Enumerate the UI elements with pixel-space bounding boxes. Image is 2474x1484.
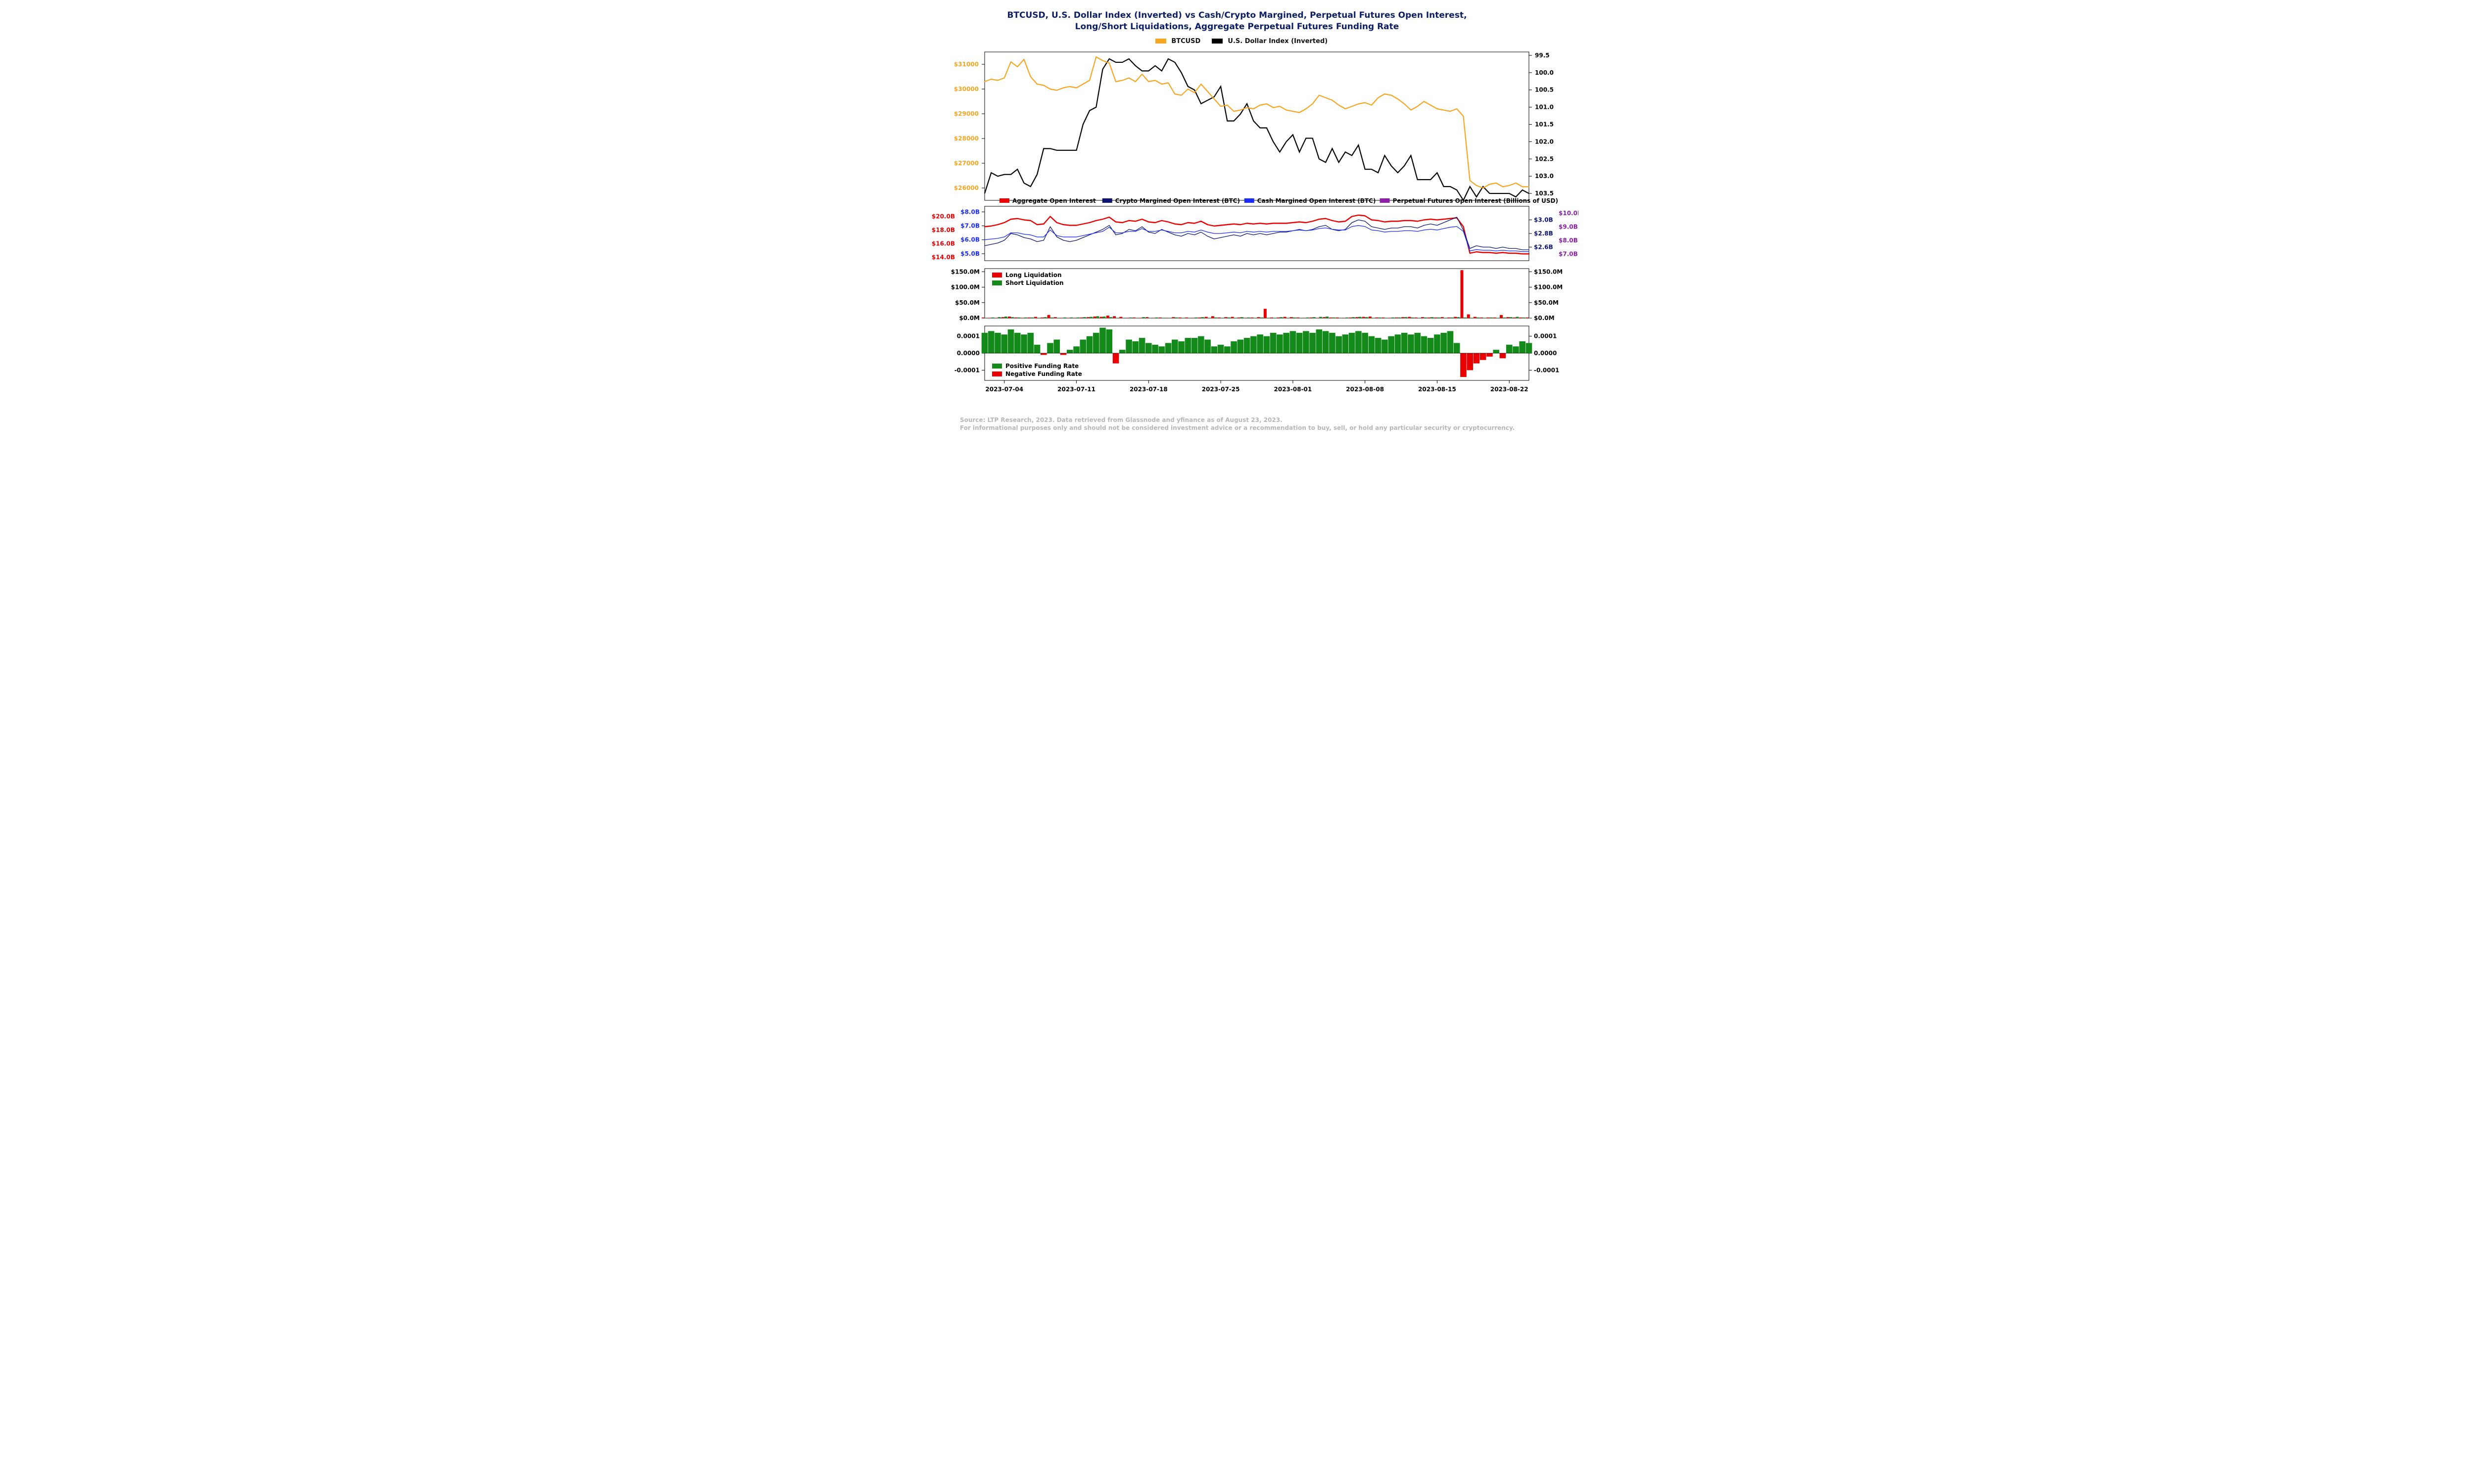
svg-text:101.0: 101.0	[1535, 104, 1554, 111]
svg-text:-0.0001: -0.0001	[954, 367, 980, 373]
svg-text:$9.0B: $9.0B	[1559, 223, 1578, 230]
svg-text:$31000: $31000	[954, 61, 979, 68]
svg-text:$18.0B: $18.0B	[932, 227, 955, 233]
svg-text:-0.0001: -0.0001	[1534, 367, 1559, 373]
svg-text:101.5: 101.5	[1535, 121, 1554, 128]
svg-text:Perpetual Futures Open Interes: Perpetual Futures Open Interest (Billion…	[1393, 197, 1558, 204]
svg-text:Cash Margined Open Interest (B: Cash Margined Open Interest (BTC)	[1257, 197, 1376, 204]
svg-text:$2.8B: $2.8B	[1534, 230, 1553, 237]
svg-text:102.5: 102.5	[1535, 155, 1554, 162]
svg-text:$5.0B: $5.0B	[960, 250, 980, 257]
svg-text:$150.0M: $150.0M	[1534, 268, 1563, 275]
svg-text:2023-07-18: 2023-07-18	[1130, 386, 1168, 393]
svg-text:102.0: 102.0	[1535, 138, 1554, 145]
svg-text:100.0: 100.0	[1535, 69, 1554, 76]
figure-svg: $26000 $27000 $28000 $29000 $30000 $31000 99.5…	[896, 47, 1578, 413]
svg-text:$26000: $26000	[954, 185, 979, 191]
svg-text:Long Liquidation: Long Liquidation	[1005, 272, 1062, 278]
svg-text:Crypto Margined Open Interest: Crypto Margined Open Interest (BTC)	[1115, 197, 1240, 204]
svg-text:$0.0M: $0.0M	[1534, 315, 1555, 322]
legend-label-btcusd: BTCUSD	[1171, 38, 1200, 45]
svg-text:103.5: 103.5	[1535, 190, 1554, 197]
legend-label-dxy: U.S. Dollar Index (Inverted)	[1228, 38, 1328, 45]
svg-text:2023-07-25: 2023-07-25	[1202, 386, 1240, 393]
chart-container: BTCUSD, U.S. Dollar Index (Inverted) vs …	[896, 10, 1578, 432]
svg-text:103.0: 103.0	[1535, 173, 1554, 180]
svg-text:$8.0B: $8.0B	[960, 208, 980, 215]
svg-text:$100.0M: $100.0M	[1534, 283, 1563, 290]
svg-text:$6.0B: $6.0B	[960, 236, 980, 243]
svg-text:0.0001: 0.0001	[1534, 333, 1557, 340]
svg-text:Aggregate Open Interest: Aggregate Open Interest	[1012, 197, 1096, 204]
svg-text:$100.0M: $100.0M	[951, 283, 980, 290]
svg-text:2023-08-15: 2023-08-15	[1418, 386, 1456, 393]
svg-text:$16.0B: $16.0B	[932, 240, 955, 247]
footer-line-2: For informational purposes only and shou…	[960, 424, 1515, 431]
svg-text:$3.0B: $3.0B	[1534, 216, 1553, 223]
svg-text:$30000: $30000	[954, 86, 979, 93]
svg-text:$50.0M: $50.0M	[1534, 299, 1559, 306]
svg-text:Negative Funding Rate: Negative Funding Rate	[1005, 371, 1082, 377]
svg-text:2023-07-11: 2023-07-11	[1057, 386, 1095, 393]
svg-text:100.5: 100.5	[1535, 87, 1554, 93]
svg-text:Short Liquidation: Short Liquidation	[1005, 279, 1064, 286]
svg-text:$150.0M: $150.0M	[951, 268, 980, 275]
svg-text:$7.0B: $7.0B	[1559, 250, 1578, 257]
svg-text:2023-08-22: 2023-08-22	[1490, 386, 1528, 393]
svg-text:$27000: $27000	[954, 160, 979, 167]
svg-text:2023-08-01: 2023-08-01	[1274, 386, 1312, 393]
svg-text:$14.0B: $14.0B	[932, 254, 955, 261]
svg-text:0.0000: 0.0000	[957, 350, 980, 357]
svg-text:0.0000: 0.0000	[1534, 350, 1557, 357]
legend-swatch-dxy	[1212, 39, 1223, 44]
svg-text:$7.0B: $7.0B	[960, 222, 980, 229]
chart-footer: Source: LTP Research, 2023. Data retriev…	[896, 416, 1578, 432]
footer-line-1: Source: LTP Research, 2023. Data retriev…	[960, 417, 1283, 423]
svg-text:$0.0M: $0.0M	[959, 315, 980, 322]
svg-text:$10.0B: $10.0B	[1559, 210, 1578, 217]
svg-text:$50.0M: $50.0M	[955, 299, 980, 306]
legend-swatch-btcusd	[1155, 39, 1166, 44]
svg-text:99.5: 99.5	[1535, 52, 1550, 59]
svg-text:0.0001: 0.0001	[957, 333, 980, 340]
svg-text:$20.0B: $20.0B	[932, 213, 955, 220]
svg-text:$8.0B: $8.0B	[1559, 237, 1578, 244]
title-line-2: Long/Short Liquidations, Aggregate Perpe…	[1075, 22, 1399, 32]
svg-text:2023-08-08: 2023-08-08	[1346, 386, 1384, 393]
chart-title: BTCUSD, U.S. Dollar Index (Inverted) vs …	[896, 10, 1578, 33]
svg-text:Positive Funding Rate: Positive Funding Rate	[1005, 363, 1079, 370]
svg-text:$29000: $29000	[954, 110, 979, 117]
top-legend: BTCUSD U.S. Dollar Index (Inverted)	[896, 38, 1578, 45]
svg-text:$2.6B: $2.6B	[1534, 243, 1553, 250]
svg-text:2023-07-04: 2023-07-04	[985, 386, 1023, 393]
title-line-1: BTCUSD, U.S. Dollar Index (Inverted) vs …	[1007, 10, 1467, 20]
svg-text:$28000: $28000	[954, 135, 979, 142]
